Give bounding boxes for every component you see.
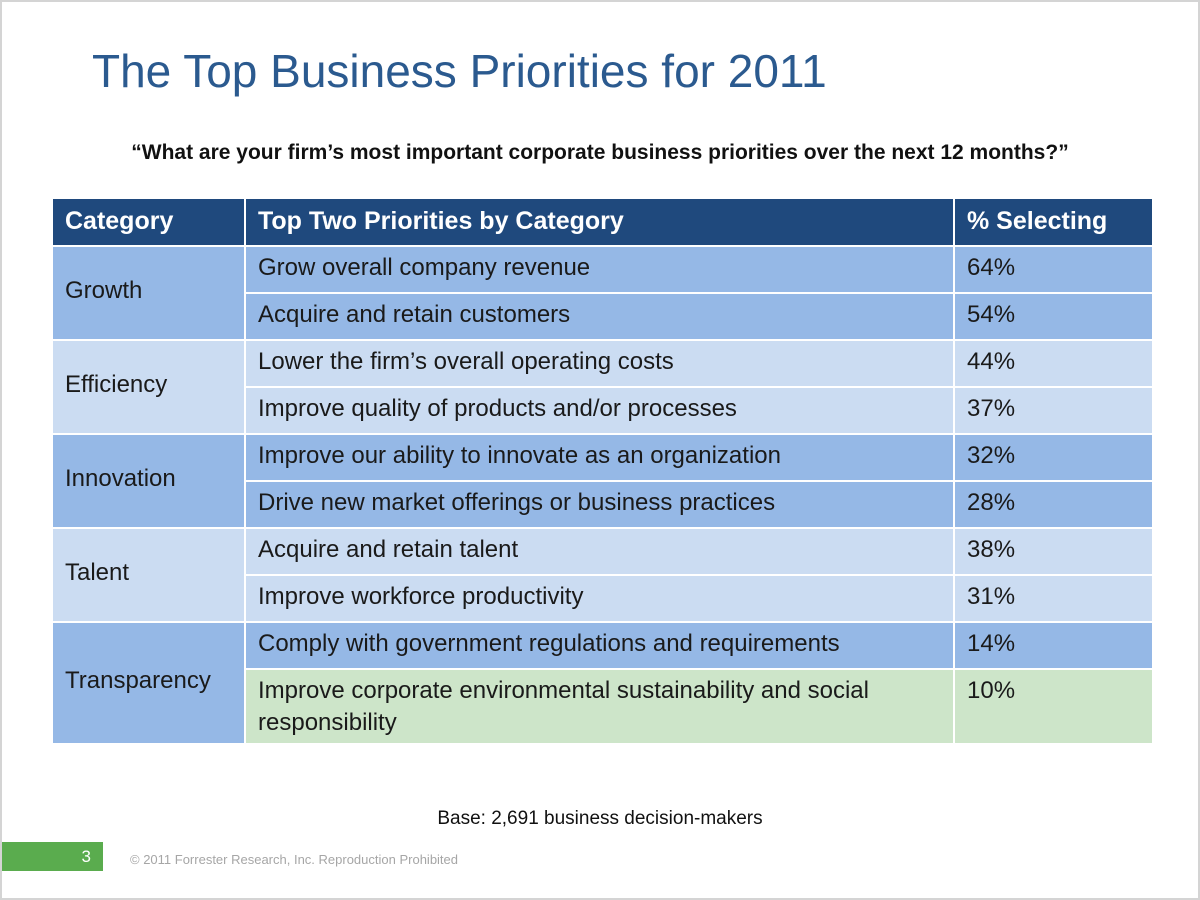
slide-title: The Top Business Priorities for 2011 [92,45,827,97]
percent-cell: 64% [953,245,1154,294]
table-row: Innovation Improve our ability to innova… [51,433,1154,529]
percent-cell: 28% [953,480,1154,529]
table-row: Drive new market offerings or business p… [52,480,1154,529]
table-row: Improve corporate environmental sustaina… [52,668,1154,745]
category-growth: Growth [51,245,246,341]
percent-cell: 54% [953,292,1154,341]
priority-cell: Comply with government regulations and r… [244,621,955,670]
category-innovation: Innovation [51,433,246,529]
priority-cell: Improve workforce productivity [244,574,955,623]
percent-cell: 10% [953,668,1154,745]
survey-question: “What are your firm’s most important cor… [131,141,1069,164]
priority-cell: Grow overall company revenue [244,245,955,294]
table-row: Efficiency Lower the firm’s overall oper… [51,339,1154,435]
percent-cell: 38% [953,527,1154,576]
table-row: Talent Acquire and retain talent 38% [51,527,1154,623]
priority-cell: Lower the firm’s overall operating costs [244,339,955,388]
percent-cell: 31% [953,574,1154,623]
priority-cell: Drive new market offerings or business p… [244,480,955,529]
copyright-notice: © 2011 Forrester Research, Inc. Reproduc… [130,852,459,867]
priorities-table: Category Top Two Priorities by Category … [51,197,1154,745]
table-row: Improve quality of products and/or proce… [52,386,1154,435]
table-row: Transparency Comply with government regu… [51,621,1154,745]
percent-cell: 32% [953,433,1154,482]
category-talent: Talent [51,527,246,623]
page-number: 3 [2,842,103,871]
table-header-row: Category Top Two Priorities by Category … [51,197,1154,247]
percent-cell: 37% [953,386,1154,435]
table-row: Improve workforce productivity 31% [52,574,1154,623]
percent-cell: 44% [953,339,1154,388]
table-row: Acquire and retain customers 54% [52,292,1154,341]
priority-cell: Improve quality of products and/or proce… [244,386,955,435]
percent-cell: 14% [953,621,1154,670]
priority-cell: Improve our ability to innovate as an or… [244,433,955,482]
header-category: Category [51,197,246,247]
header-percent-selecting: % Selecting [953,197,1154,247]
base-note: Base: 2,691 business decision-makers [437,808,763,829]
priority-cell: Improve corporate environmental sustaina… [244,668,955,745]
priority-cell: Acquire and retain talent [244,527,955,576]
category-efficiency: Efficiency [51,339,246,435]
category-transparency: Transparency [51,621,246,745]
priority-cell: Acquire and retain customers [244,292,955,341]
table-row: Growth Grow overall company revenue 64% [51,245,1154,341]
header-priorities: Top Two Priorities by Category [244,197,955,247]
